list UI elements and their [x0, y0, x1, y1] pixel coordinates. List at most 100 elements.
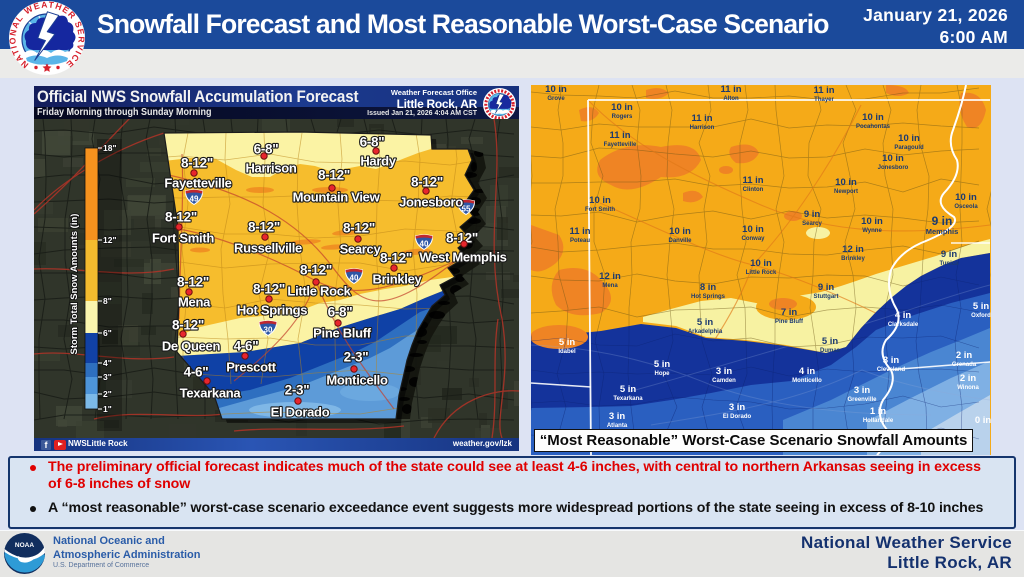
svg-text:5 in: 5 in [620, 384, 637, 395]
svg-text:Searcy: Searcy [340, 242, 382, 257]
svg-text:3 in: 3 in [609, 411, 626, 422]
svg-text:Hardy: Hardy [360, 154, 396, 169]
svg-text:Fayetteville: Fayetteville [164, 176, 231, 191]
svg-text:Paragould: Paragould [894, 145, 924, 151]
svg-text:West Memphis: West Memphis [419, 250, 506, 265]
svg-text:10 in: 10 in [898, 133, 920, 144]
svg-text:Harrison: Harrison [690, 125, 715, 131]
svg-text:Mountain View: Mountain View [293, 190, 381, 205]
svg-text:Memphis: Memphis [926, 227, 959, 236]
svg-text:Storm Total Snow Amounts (in): Storm Total Snow Amounts (in) [69, 214, 80, 355]
svg-text:NOAA: NOAA [15, 542, 34, 549]
svg-text:6-8": 6-8" [328, 305, 353, 320]
svg-text:Thayer: Thayer [814, 97, 834, 103]
svg-text:2-3": 2-3" [344, 350, 369, 365]
svg-text:3": 3" [103, 372, 112, 382]
svg-text:9 in: 9 in [941, 249, 958, 260]
svg-text:6-8": 6-8" [254, 142, 279, 157]
svg-text:8-12": 8-12" [318, 168, 350, 183]
svg-text:7 in: 7 in [781, 307, 798, 318]
svg-text:Texarkana: Texarkana [180, 386, 242, 401]
svg-text:5 in: 5 in [559, 337, 576, 348]
svg-text:1 in: 1 in [870, 406, 887, 417]
svg-text:30: 30 [264, 326, 273, 335]
svg-text:8-12": 8-12" [253, 282, 285, 297]
svg-text:Hot Springs: Hot Springs [237, 303, 307, 318]
svg-text:11 in: 11 in [720, 85, 741, 95]
svg-text:Brinkley: Brinkley [841, 256, 865, 262]
svg-text:Clinton: Clinton [743, 187, 764, 193]
svg-text:3 in: 3 in [729, 402, 746, 413]
svg-text:Texarkana: Texarkana [613, 396, 643, 402]
svg-text:10 in: 10 in [669, 226, 691, 237]
svg-text:8-12": 8-12" [165, 210, 197, 225]
svg-text:10 in: 10 in [545, 85, 567, 95]
svg-text:10 in: 10 in [835, 177, 857, 188]
svg-text:4 in: 4 in [895, 310, 912, 321]
svg-text:10 in: 10 in [861, 216, 883, 227]
svg-text:Idabel: Idabel [558, 349, 576, 355]
svg-text:40: 40 [420, 240, 429, 249]
svg-text:Poteau: Poteau [570, 238, 590, 244]
svg-text:10 in: 10 in [882, 153, 904, 164]
svg-text:11 in: 11 in [691, 113, 712, 124]
svg-text:Dumas: Dumas [820, 348, 841, 354]
svg-text:9 in: 9 in [818, 282, 835, 293]
svg-text:1": 1" [103, 404, 112, 414]
svg-text:10 in: 10 in [589, 195, 611, 206]
svg-text:Russellville: Russellville [234, 241, 302, 256]
svg-text:Harrison: Harrison [245, 161, 296, 176]
svg-text:Newport: Newport [834, 189, 858, 195]
svg-text:8-12": 8-12" [300, 263, 332, 278]
svg-text:5 in: 5 in [822, 336, 839, 347]
svg-text:Little Rock: Little Rock [746, 270, 777, 276]
svg-text:Wynne: Wynne [862, 228, 882, 234]
svg-text:10 in: 10 in [750, 258, 772, 269]
svg-text:Monticello: Monticello [326, 373, 388, 388]
svg-text:3 in: 3 in [883, 355, 900, 366]
svg-text:4-6": 4-6" [184, 365, 209, 380]
svg-text:El Dorado: El Dorado [723, 414, 752, 420]
svg-text:Alton: Alton [723, 96, 739, 102]
svg-text:2 in: 2 in [956, 350, 973, 361]
svg-text:Greenville: Greenville [847, 397, 877, 403]
svg-text:10 in: 10 in [862, 112, 884, 123]
svg-text:3 in: 3 in [854, 385, 871, 396]
svg-text:Tunica: Tunica [940, 261, 960, 267]
svg-text:9 in: 9 in [804, 209, 821, 220]
svg-text:5 in: 5 in [654, 359, 671, 370]
svg-text:Stuttgart: Stuttgart [814, 294, 839, 300]
svg-text:12 in: 12 in [842, 244, 864, 255]
svg-text:2": 2" [103, 389, 112, 399]
svg-text:8-12": 8-12" [446, 231, 478, 246]
svg-text:Pine Bluff: Pine Bluff [313, 326, 372, 341]
svg-text:49: 49 [190, 195, 199, 204]
svg-text:De Queen: De Queen [162, 339, 221, 354]
svg-text:Searcy: Searcy [802, 221, 822, 227]
svg-text:Cleveland: Cleveland [877, 367, 906, 373]
svg-text:Little Rock: Little Rock [287, 284, 351, 299]
svg-text:9 in: 9 in [932, 214, 953, 228]
svg-text:0 in: 0 in [975, 415, 991, 426]
svg-text:8-12": 8-12" [248, 220, 280, 235]
svg-text:Monticello: Monticello [792, 378, 822, 384]
svg-text:Fort Smith: Fort Smith [585, 207, 615, 213]
svg-text:Rogers: Rogers [612, 114, 633, 120]
svg-text:10 in: 10 in [955, 192, 977, 203]
svg-text:5 in: 5 in [973, 301, 990, 312]
svg-text:Prescott: Prescott [226, 360, 277, 375]
svg-text:5 in: 5 in [697, 317, 714, 328]
svg-text:6-8": 6-8" [360, 135, 385, 150]
svg-text:10 in: 10 in [742, 224, 764, 235]
svg-text:Oxford: Oxford [971, 313, 991, 319]
svg-text:Osceola: Osceola [954, 204, 978, 210]
svg-text:El Dorado: El Dorado [271, 405, 330, 420]
svg-text:Fayetteville: Fayetteville [604, 142, 637, 148]
svg-text:Clarksdale: Clarksdale [888, 322, 919, 328]
svg-text:3 in: 3 in [716, 366, 733, 377]
svg-text:8-12": 8-12" [181, 156, 213, 171]
svg-text:Mena: Mena [602, 283, 618, 289]
svg-text:Hollandale: Hollandale [863, 418, 894, 424]
svg-text:18": 18" [103, 143, 117, 153]
svg-text:11 in: 11 in [609, 130, 630, 141]
